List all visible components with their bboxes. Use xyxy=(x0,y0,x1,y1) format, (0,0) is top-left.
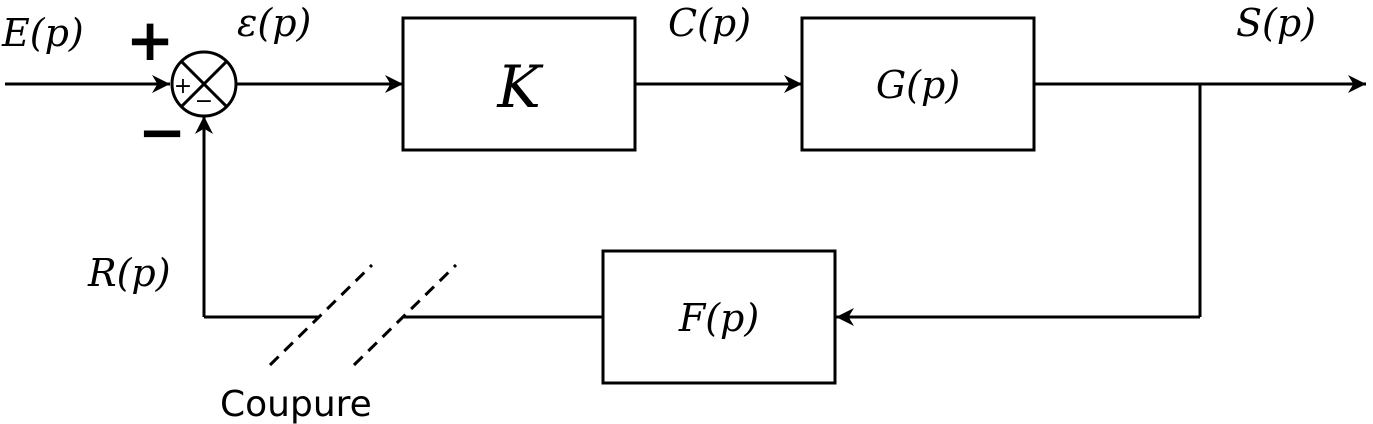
comparator-cross-b xyxy=(180,60,228,108)
plant-block-label: G(p) xyxy=(876,63,960,107)
comparator: + − xyxy=(170,50,238,118)
feedback-signal-label: R(p) xyxy=(87,251,171,295)
command-signal-label: C(p) xyxy=(668,1,751,45)
comparator-inner-minus: − xyxy=(195,89,213,114)
cut-mark-left xyxy=(268,263,374,367)
cut-label: Coupure xyxy=(220,384,372,424)
error-signal-label: ε(p) xyxy=(237,1,311,45)
gain-block-label: K xyxy=(496,53,544,121)
comparator-inner-plus: + xyxy=(174,74,192,99)
plant-block xyxy=(800,16,1036,152)
plus-sign: + xyxy=(126,6,175,74)
cut-mark-right xyxy=(352,263,458,367)
feedback-block-label: F(p) xyxy=(678,296,759,340)
minus-sign: − xyxy=(138,98,187,166)
output-signal-label: S(p) xyxy=(1236,1,1316,45)
input-signal-label: E(p) xyxy=(1,11,84,55)
